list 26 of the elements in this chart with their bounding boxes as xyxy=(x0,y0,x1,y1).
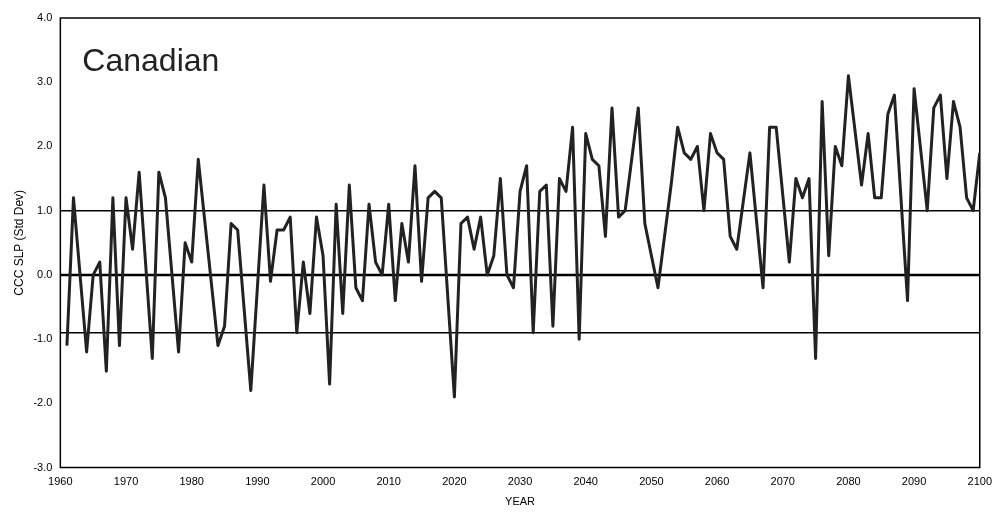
y-tick-label: 1.0 xyxy=(37,203,53,216)
x-tick-label: 2020 xyxy=(442,475,467,488)
x-axis-title: YEAR xyxy=(505,495,536,508)
x-tick-label: 2100 xyxy=(967,475,993,488)
x-tick-label: 2070 xyxy=(770,475,795,488)
x-tick-label: 2030 xyxy=(507,475,533,488)
y-tick-label: 3.0 xyxy=(37,75,53,88)
y-tick-label: 4.0 xyxy=(37,11,53,24)
x-tick-label: 2090 xyxy=(901,475,927,488)
x-tick-label: 2080 xyxy=(836,475,861,488)
x-tick-label: 2010 xyxy=(376,475,401,488)
y-tick-label: 2.0 xyxy=(37,139,53,152)
y-tick-label: -2.0 xyxy=(33,396,53,409)
text: Canadian xyxy=(82,41,220,78)
x-tick-label: 2060 xyxy=(704,475,730,488)
y-tick-label: -1.0 xyxy=(33,332,53,345)
x-tick-label: 1970 xyxy=(113,475,139,488)
x-tick-label: 1980 xyxy=(179,475,204,488)
x-tick-label: 1990 xyxy=(245,475,270,488)
x-tick-label: 2050 xyxy=(639,475,664,488)
x-tick-label: 2000 xyxy=(310,475,336,488)
y-axis-title: CCC SLP (Std Dev) xyxy=(11,189,26,296)
x-tick-label: 1960 xyxy=(48,475,73,488)
y-tick-label: -3.0 xyxy=(33,460,53,473)
y-tick-label: 0.0 xyxy=(37,267,53,280)
x-tick-label: 2040 xyxy=(573,475,598,488)
